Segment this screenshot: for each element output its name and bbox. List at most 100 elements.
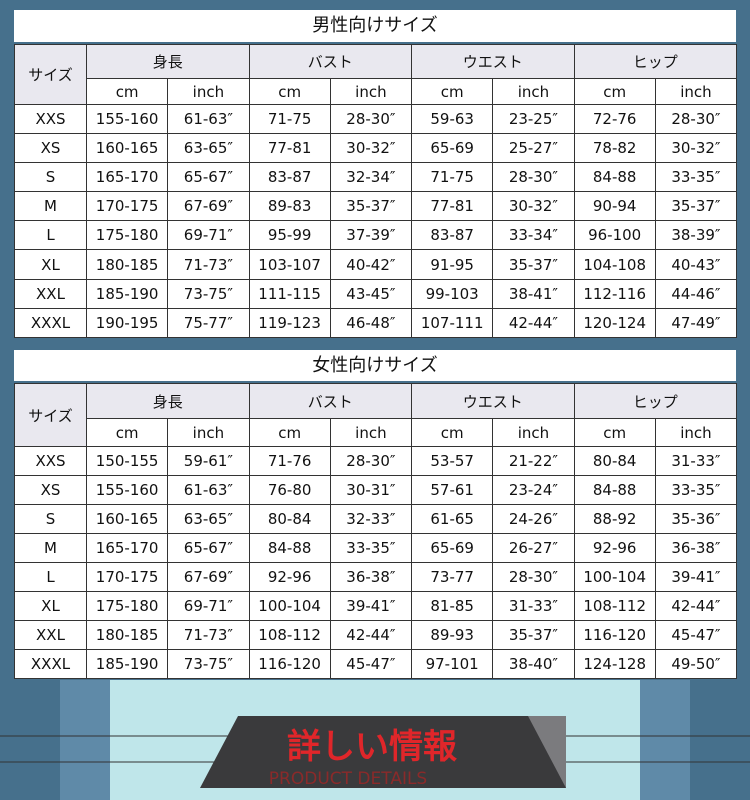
data-row: XS 160-165 63-65″ 77-81 30-32″ 65-69 25-27″ 78-… xyxy=(14,133,738,164)
data-row: M 165-170 65-67″ 84-88 33-35″ 65-69 26-27″ 92-9… xyxy=(14,533,738,563)
data-cell: 100-104 xyxy=(248,591,331,621)
data-cell: 155-160 xyxy=(85,475,169,505)
table-title: 女性向けサイズ xyxy=(14,350,736,381)
data-cell: 42-44″ xyxy=(492,307,575,338)
data-cell: 30-32″ xyxy=(329,133,413,164)
data-cell: 72-76 xyxy=(573,103,656,135)
data-cell: 26-27″ xyxy=(492,533,575,563)
data-cell: 42-44″ xyxy=(329,620,413,650)
data-cell: 49-50″ xyxy=(654,649,738,679)
header-cell: サイズ xyxy=(14,44,87,105)
header-cell: バスト xyxy=(248,383,413,419)
data-cell: 103-107 xyxy=(248,249,331,280)
data-cell: 180-185 xyxy=(85,249,169,280)
data-cell: 67-69″ xyxy=(167,562,250,592)
subheader-cell: cm xyxy=(85,418,169,447)
header-row: サイズ 身長 バスト ウエスト ヒップ xyxy=(14,383,738,447)
data-cell: 61-65 xyxy=(411,504,494,534)
data-cell: 35-37″ xyxy=(492,249,575,280)
size-cell: S xyxy=(14,504,87,534)
data-cell: 37-39″ xyxy=(329,220,413,251)
size-table: サイズ 身長 バスト ウエスト ヒップ cm inch cm inch cm inch cm inch X… xyxy=(14,44,738,338)
header-cell: バスト xyxy=(248,44,413,79)
data-cell: 185-190 xyxy=(85,649,169,679)
data-cell: 30-31″ xyxy=(329,475,413,505)
banner-subtitle: PRODUCT DETAILS xyxy=(269,769,427,789)
data-cell: 53-57 xyxy=(411,446,494,476)
data-cell: 75-77″ xyxy=(167,307,250,338)
subheader-cell: cm xyxy=(411,78,494,105)
header-cell: ヒップ xyxy=(573,44,738,79)
data-cell: 30-32″ xyxy=(654,133,738,164)
data-cell: 65-69 xyxy=(411,533,494,563)
data-cell: 38-39″ xyxy=(654,220,738,251)
header-cell: 身長 xyxy=(86,44,250,79)
data-cell: 92-96 xyxy=(573,533,656,563)
data-cell: 45-47″ xyxy=(654,620,738,650)
data-cell: 36-38″ xyxy=(654,533,738,563)
data-cell: 45-47″ xyxy=(329,649,413,679)
subheader-cell: cm xyxy=(248,418,331,447)
data-cell: 69-71″ xyxy=(167,220,250,251)
size-cell: XXS xyxy=(14,103,87,135)
data-row: XL 180-185 71-73″ 103-107 40-42″ 91-95 35-37″ 1… xyxy=(14,249,738,280)
data-cell: 90-94 xyxy=(573,191,656,222)
data-cell: 73-77 xyxy=(411,562,494,592)
data-cell: 165-170 xyxy=(85,533,169,563)
data-cell: 165-170 xyxy=(85,162,169,193)
data-cell: 33-35″ xyxy=(654,475,738,505)
data-cell: 38-40″ xyxy=(492,649,575,679)
size-cell: M xyxy=(14,533,87,563)
data-row: XXL 180-185 71-73″ 108-112 42-44″ 89-93 35-37″… xyxy=(14,620,738,650)
data-cell: 108-112 xyxy=(248,620,331,650)
data-row: XL 175-180 69-71″ 100-104 39-41″ 81-85 31-33″ 1… xyxy=(14,591,738,621)
data-cell: 116-120 xyxy=(573,620,656,650)
data-cell: 84-88 xyxy=(573,475,656,505)
data-cell: 32-34″ xyxy=(329,162,413,193)
subheader-cell: cm xyxy=(573,78,656,105)
data-cell: 112-116 xyxy=(573,278,656,309)
data-cell: 76-80 xyxy=(248,475,331,505)
data-cell: 81-85 xyxy=(411,591,494,621)
data-row: S 165-170 65-67″ 83-87 32-34″ 71-75 28-30″ 84-8… xyxy=(14,162,738,193)
data-cell: 120-124 xyxy=(573,307,656,338)
data-cell: 84-88 xyxy=(573,162,656,193)
data-cell: 35-37″ xyxy=(329,191,413,222)
data-cell: 71-73″ xyxy=(167,620,250,650)
data-cell: 80-84 xyxy=(248,504,331,534)
size-cell: M xyxy=(14,191,87,222)
data-cell: 23-25″ xyxy=(492,103,575,135)
subheader-cell: inch xyxy=(492,418,575,447)
data-cell: 84-88 xyxy=(248,533,331,563)
data-cell: 78-82 xyxy=(573,133,656,164)
data-cell: 71-75 xyxy=(248,103,331,135)
data-cell: 65-69 xyxy=(411,133,494,164)
subheader-cell: inch xyxy=(167,418,250,447)
data-cell: 39-41″ xyxy=(654,562,738,592)
data-row: XXS 155-160 61-63″ 71-75 28-30″ 59-63 23-25″ 72… xyxy=(14,103,738,135)
data-cell: 95-99 xyxy=(248,220,331,251)
data-cell: 28-30″ xyxy=(329,103,413,135)
data-row: XXS 150-155 59-61″ 71-76 28-30″ 53-57 21-22″ 80… xyxy=(14,446,738,476)
data-cell: 28-30″ xyxy=(492,562,575,592)
data-cell: 32-33″ xyxy=(329,504,413,534)
size-cell: XXL xyxy=(14,278,87,309)
subheader-cell: inch xyxy=(492,78,575,105)
data-cell: 77-81 xyxy=(248,133,331,164)
data-cell: 44-46″ xyxy=(654,278,738,309)
size-cell: XS xyxy=(14,475,87,505)
subheader-cell: inch xyxy=(329,418,413,447)
data-cell: 33-35″ xyxy=(329,533,413,563)
data-cell: 97-101 xyxy=(411,649,494,679)
data-cell: 116-120 xyxy=(248,649,331,679)
data-cell: 89-93 xyxy=(411,620,494,650)
subheader-cell: inch xyxy=(167,78,250,105)
data-row: XS 155-160 61-63″ 76-80 30-31″ 57-61 23-24″ 84-… xyxy=(14,475,738,505)
data-cell: 77-81 xyxy=(411,191,494,222)
data-cell: 91-95 xyxy=(411,249,494,280)
table-title: 男性向けサイズ xyxy=(14,10,736,42)
data-cell: 59-63 xyxy=(411,103,494,135)
data-row: XXXL 185-190 73-75″ 116-120 45-47″ 97-101 38-4… xyxy=(14,649,738,679)
header-row: サイズ 身長 バスト ウエスト ヒップ xyxy=(14,44,738,105)
data-cell: 28-30″ xyxy=(329,446,413,476)
